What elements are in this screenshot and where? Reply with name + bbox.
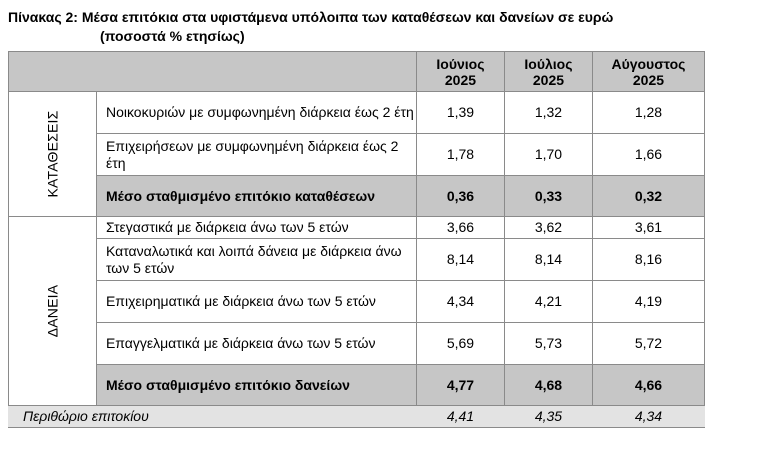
- value-cell: 0,32: [591, 175, 705, 217]
- value-cell: 8,16: [591, 238, 705, 281]
- column-header-year: 2025: [444, 71, 477, 88]
- column-header-month: Αύγουστος: [611, 55, 686, 72]
- column-header-year: 2025: [532, 71, 565, 88]
- table-row: Καταναλωτικά και λοιπά δάνεια με διάρκει…: [9, 238, 705, 281]
- column-header-month: Ιούλιος: [524, 55, 573, 72]
- row-label: Καταναλωτικά και λοιπά δάνεια με διάρκει…: [95, 238, 417, 281]
- deposits-average-row: Μέσο σταθμισμένο επιτόκιο καταθέσεων 0,3…: [9, 175, 705, 217]
- table-row: ΚΑΤΑΘΕΣΕΙΣ Νοικοκυριών με συμφωνημένη δι…: [8, 91, 705, 217]
- value-cell: 1,32: [503, 91, 593, 134]
- value-cell: 8,14: [415, 238, 505, 281]
- table-row: Επιχειρήσεων με συμφωνημένη διάρκεια έως…: [9, 133, 705, 176]
- column-header-year: 2025: [632, 71, 665, 88]
- value-cell: 4,21: [503, 280, 593, 323]
- value-cell: 1,78: [415, 133, 505, 176]
- row-label: Περιθώριο επιτοκίου: [8, 405, 417, 428]
- loans-group-label: ΔΑΝΕΙΑ: [8, 216, 97, 406]
- value-cell: 4,41: [415, 405, 505, 428]
- value-cell: 3,61: [591, 216, 705, 239]
- value-cell: 4,66: [591, 364, 705, 406]
- title-line-2: (ποσοστά % ετησίως): [100, 28, 245, 44]
- header-blank-cell: [8, 51, 417, 92]
- value-cell: 1,39: [415, 91, 505, 134]
- row-label: Επαγγελματικά με διάρκεια άνω των 5 ετών: [95, 322, 417, 365]
- row-label: Επιχειρήσεων με συμφωνημένη διάρκεια έως…: [95, 133, 417, 176]
- row-label: Νοικοκυριών με συμφωνημένη διάρκεια έως …: [95, 91, 417, 134]
- deposits-group-label: ΚΑΤΑΘΕΣΕΙΣ: [8, 91, 97, 217]
- table-title: Πίνακας 2: Μέσα επιτόκια στα υφιστάμενα …: [8, 8, 758, 46]
- value-cell: 3,62: [503, 216, 593, 239]
- value-cell: 1,28: [591, 91, 705, 134]
- value-cell: 1,70: [503, 133, 593, 176]
- row-label: Στεγαστικά με διάρκεια άνω των 5 ετών: [95, 216, 417, 239]
- column-header-june: Ιούνιος 2025: [415, 51, 505, 92]
- value-cell: 0,33: [503, 175, 593, 217]
- column-header-august: Αύγουστος 2025: [591, 51, 705, 92]
- interest-margin-row: Περιθώριο επιτοκίου 4,41 4,35 4,34: [8, 405, 705, 428]
- value-cell: 5,73: [503, 322, 593, 365]
- value-cell: 3,66: [415, 216, 505, 239]
- title-line-1: Πίνακας 2: Μέσα επιτόκια στα υφιστάμενα …: [8, 9, 614, 25]
- table-row: Επιχειρηματικά με διάρκεια άνω των 5 ετώ…: [9, 280, 705, 323]
- row-label: Μέσο σταθμισμένο επιτόκιο καταθέσεων: [95, 175, 417, 217]
- value-cell: 4,19: [591, 280, 705, 323]
- value-cell: 4,77: [415, 364, 505, 406]
- column-header-month: Ιούνιος: [436, 55, 485, 72]
- value-cell: 4,35: [503, 405, 593, 428]
- column-header-july: Ιούλιος 2025: [503, 51, 593, 92]
- value-cell: 4,34: [591, 405, 705, 428]
- row-label: Μέσο σταθμισμένο επιτόκιο δανείων: [95, 364, 417, 406]
- value-cell: 4,34: [415, 280, 505, 323]
- value-cell: 5,72: [591, 322, 705, 365]
- value-cell: 4,68: [503, 364, 593, 406]
- value-cell: 5,69: [415, 322, 505, 365]
- table-row: ΔΑΝΕΙΑ Στεγαστικά με διάρκεια άνω των 5 …: [8, 216, 705, 406]
- value-cell: 1,66: [591, 133, 705, 176]
- loans-average-row: Μέσο σταθμισμένο επιτόκιο δανείων 4,77 4…: [9, 364, 705, 406]
- table-row: Επαγγελματικά με διάρκεια άνω των 5 ετών…: [9, 322, 705, 365]
- interest-rates-table: Ιούνιος 2025 Ιούλιος 2025 Αύγουστος 2025…: [8, 51, 705, 428]
- value-cell: 8,14: [503, 238, 593, 281]
- header-row: Ιούνιος 2025 Ιούλιος 2025 Αύγουστος 2025: [8, 51, 705, 92]
- value-cell: 0,36: [415, 175, 505, 217]
- row-label: Επιχειρηματικά με διάρκεια άνω των 5 ετώ…: [95, 280, 417, 323]
